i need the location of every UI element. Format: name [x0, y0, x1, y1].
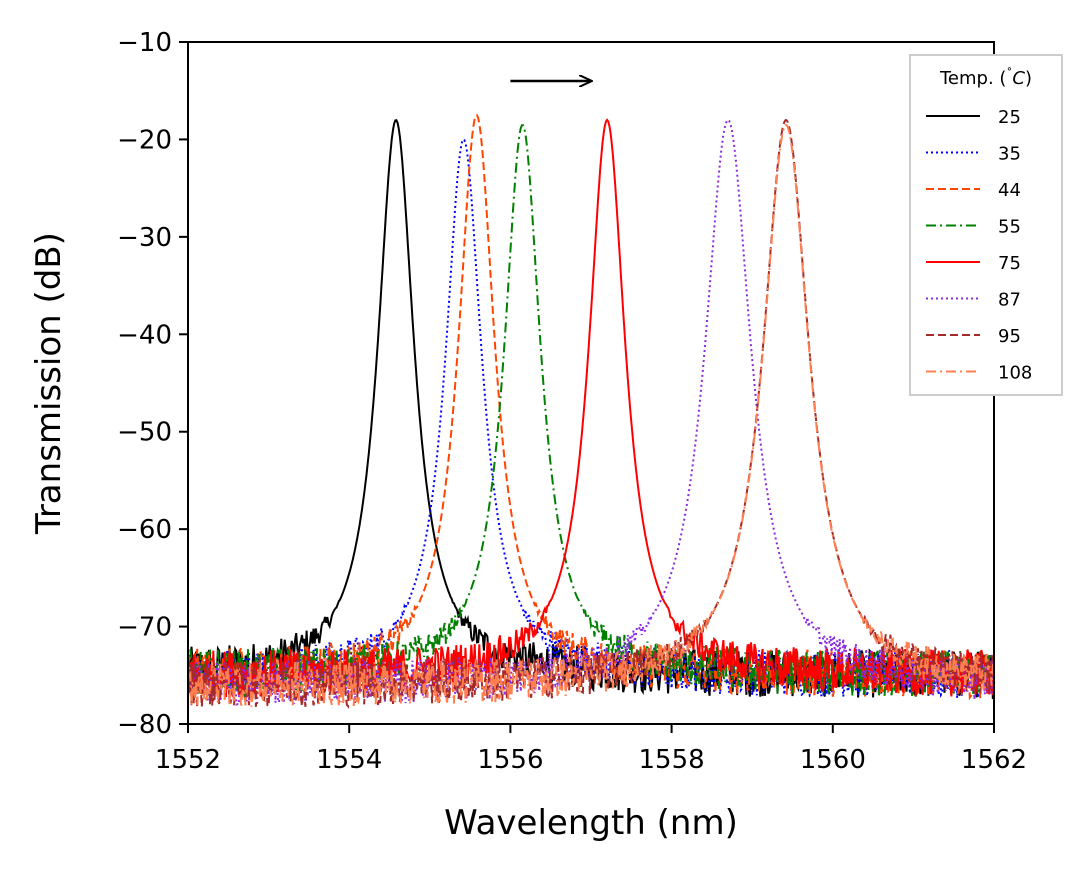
x-tick-label: 1552 [155, 745, 221, 775]
y-axis-label: Transmission (dB) [29, 232, 69, 535]
y-tick-label: −40 [117, 320, 172, 350]
legend-label-95: 95 [998, 326, 1021, 347]
ticks-layer: 1552 1554 1556 1558 1560 1562 −80 −70 −60 −50 −40 −… [117, 28, 1027, 775]
y-tick-label: −10 [117, 28, 172, 58]
series-line-25 [188, 119, 994, 700]
legend-label-44: 44 [998, 180, 1021, 201]
plot-background [188, 42, 994, 724]
x-tick-label: 1562 [961, 745, 1027, 775]
x-tick-label: 1558 [639, 745, 705, 775]
legend-label-35: 35 [998, 144, 1021, 165]
x-tick-label: 1556 [477, 745, 543, 775]
y-tick-label: −50 [117, 418, 172, 448]
legend-label-87: 87 [998, 290, 1021, 311]
legend-title: Temp. (˚C) [939, 66, 1032, 89]
y-tick-label: −70 [117, 613, 172, 643]
legend-label-55: 55 [998, 217, 1021, 238]
legend-label-108: 108 [998, 363, 1032, 384]
x-tick-label: 1554 [316, 745, 382, 775]
series-layer [188, 114, 994, 709]
series-line-108 [188, 123, 994, 708]
y-tick-label: −80 [117, 710, 172, 740]
x-axis-label: Wavelength (nm) [444, 803, 738, 843]
legend-label-25: 25 [998, 107, 1021, 128]
legend-entries: 25 35 44 55 75 87 95 108 [926, 107, 1032, 384]
legend-label-75: 75 [998, 253, 1021, 274]
y-tick-label: −60 [117, 515, 172, 545]
y-tick-label: −30 [117, 223, 172, 253]
x-tick-label: 1560 [800, 745, 866, 775]
legend: Temp. (˚C) 25 35 44 55 75 87 95 108 [909, 54, 1063, 396]
y-tick-label: −20 [117, 125, 172, 155]
